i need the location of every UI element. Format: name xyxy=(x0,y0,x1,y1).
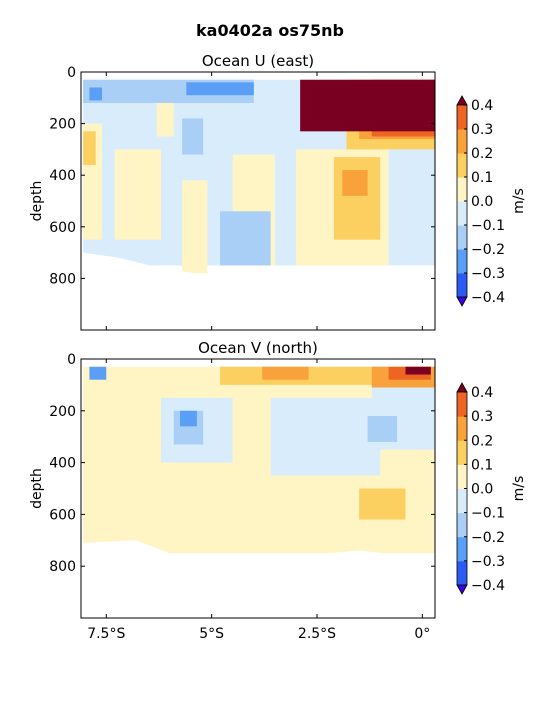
contour-region xyxy=(262,366,309,380)
panel-ocean-v: Ocean V (north) 0 200 400 600 800 7.5°S 5°S 2.5°… xyxy=(29,339,527,642)
colorbar-segment xyxy=(457,153,467,178)
y-tick-label: 600 xyxy=(49,507,76,523)
contour-region xyxy=(333,157,381,240)
colorbar-tick-label: 0.0 xyxy=(471,482,493,498)
y-tick-label: 800 xyxy=(49,271,76,287)
colorbar-segment xyxy=(457,129,467,154)
colorbar-tick-label: −0.2 xyxy=(471,242,505,258)
y-tick-label: 0 xyxy=(67,352,76,368)
contour-region xyxy=(367,415,398,442)
contour-region xyxy=(405,366,431,375)
colorbar-segment xyxy=(457,392,467,417)
colorbar-tick-label: −0.3 xyxy=(471,266,505,282)
plot-area xyxy=(81,366,435,618)
colorbar-segment xyxy=(457,536,467,562)
contour-region xyxy=(83,131,96,165)
colorbar-tick-label: −0.4 xyxy=(471,578,505,594)
colorbar-tick-label: −0.2 xyxy=(471,530,505,546)
axes-frame xyxy=(80,358,436,619)
plot-area xyxy=(81,79,435,330)
y-tick-label: 0 xyxy=(67,65,76,81)
contour-region xyxy=(342,170,368,196)
contour-region xyxy=(186,82,254,96)
contour-region xyxy=(182,180,208,274)
y-tick-label: 400 xyxy=(49,168,76,184)
colorbar-tick-label: −0.3 xyxy=(471,554,505,570)
colorbar-label: m/s xyxy=(511,476,527,502)
colorbar-tick-label: −0.4 xyxy=(471,290,505,306)
colorbar-segment xyxy=(457,105,467,130)
contour-region xyxy=(182,118,204,155)
colorbar-tick-label: 0.4 xyxy=(471,98,493,114)
x-tick-label: 5°S xyxy=(199,626,224,642)
axes-frame xyxy=(80,71,436,331)
contour-region xyxy=(180,410,197,427)
contour-region xyxy=(300,79,435,132)
x-tick-label: 7.5°S xyxy=(87,626,125,642)
colorbar-label: m/s xyxy=(511,188,527,214)
y-tick-label: 800 xyxy=(49,559,76,575)
y-axis-label: depth xyxy=(29,181,45,222)
x-tick-label: 0° xyxy=(414,626,430,642)
contour-region xyxy=(89,87,103,101)
colorbar-segment xyxy=(457,440,467,465)
no-data-mask xyxy=(81,252,435,330)
x-tick-label: 2.5°S xyxy=(298,626,336,642)
colorbar-segment xyxy=(457,416,467,441)
axes-title: Ocean U (east) xyxy=(202,52,314,70)
colorbar-segment xyxy=(457,249,467,274)
colorbar: −0.4 −0.3 −0.2 −0.1 0.0 0.1 0.2 0.3 0.4 m/s xyxy=(456,95,527,307)
colorbar-tick-label: 0.2 xyxy=(471,433,493,449)
colorbar-extend-max xyxy=(456,382,468,393)
colorbar-segment xyxy=(457,464,467,489)
contour-region xyxy=(220,211,271,266)
colorbar-tick-label: 0.3 xyxy=(471,122,493,138)
colorbar-segment xyxy=(457,512,467,538)
colorbar-tick-label: 0.0 xyxy=(471,194,493,210)
y-tick-label: 400 xyxy=(49,456,76,472)
colorbar-tick-label: 0.2 xyxy=(471,146,493,162)
contour-region xyxy=(359,488,406,520)
colorbar-segment xyxy=(457,225,467,250)
figure-title: ka0402a os75nb xyxy=(196,21,344,40)
colorbar-extend-max xyxy=(456,95,468,106)
y-tick-label: 200 xyxy=(49,404,76,420)
y-tick-label: 600 xyxy=(49,220,76,236)
colorbar: −0.4 −0.3 −0.2 −0.1 0.0 0.1 0.2 0.3 0.4 m/s xyxy=(456,382,527,595)
colorbar-segment xyxy=(457,177,467,202)
colorbar-segment xyxy=(457,560,467,586)
contour-region xyxy=(114,149,162,240)
axes-title: Ocean V (north) xyxy=(198,339,318,357)
colorbar-segment xyxy=(457,201,467,226)
contour-region xyxy=(89,366,107,380)
colorbar-tick-label: −0.1 xyxy=(471,506,505,522)
colorbar-tick-label: 0.4 xyxy=(471,385,493,401)
colorbar-tick-label: −0.1 xyxy=(471,218,505,234)
y-axis-label: depth xyxy=(29,468,45,509)
contour-region xyxy=(156,102,174,137)
colorbar-extend-min xyxy=(456,296,468,307)
colorbar-extend-min xyxy=(456,584,468,595)
colorbar-tick-label: 0.1 xyxy=(471,457,493,473)
panel-ocean-u: Ocean U (east) 0 200 400 600 800 depth −0.4 −0.3… xyxy=(29,52,527,331)
colorbar-segment xyxy=(457,273,467,298)
colorbar-tick-label: 0.1 xyxy=(471,170,493,186)
colorbar-tick-label: 0.3 xyxy=(471,409,493,425)
y-tick-label: 200 xyxy=(49,117,76,133)
contour-region xyxy=(270,397,381,476)
no-data-mask xyxy=(81,540,435,618)
colorbar-segment xyxy=(457,488,467,514)
